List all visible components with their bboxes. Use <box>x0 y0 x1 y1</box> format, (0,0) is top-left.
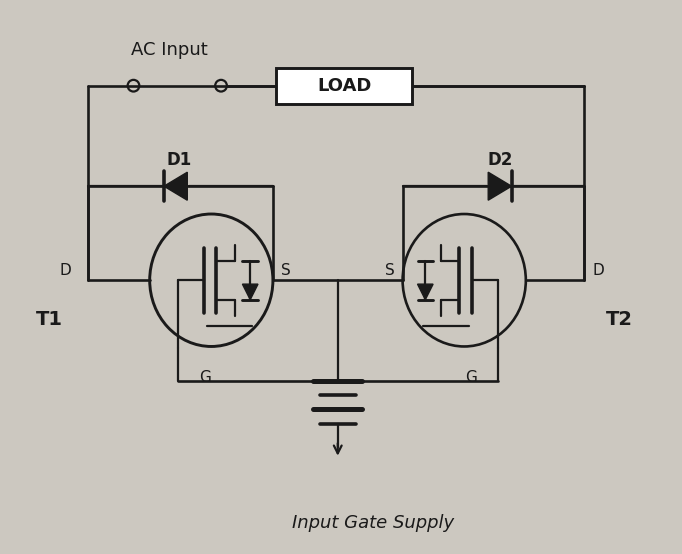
Polygon shape <box>164 172 188 200</box>
Text: G: G <box>464 370 477 385</box>
Polygon shape <box>488 172 512 200</box>
Text: D2: D2 <box>487 151 513 170</box>
Text: D1: D1 <box>166 151 192 170</box>
Text: LOAD: LOAD <box>317 76 372 95</box>
Polygon shape <box>242 284 258 300</box>
Text: D: D <box>593 263 604 278</box>
Text: AC Input: AC Input <box>131 41 207 59</box>
Text: S: S <box>385 263 394 278</box>
Text: T2: T2 <box>606 310 634 329</box>
Polygon shape <box>417 284 433 300</box>
Text: G: G <box>199 370 211 385</box>
Text: T1: T1 <box>35 310 63 329</box>
Text: Input Gate Supply: Input Gate Supply <box>293 515 454 532</box>
FancyBboxPatch shape <box>276 68 413 104</box>
Text: S: S <box>281 263 291 278</box>
Text: D: D <box>59 263 71 278</box>
